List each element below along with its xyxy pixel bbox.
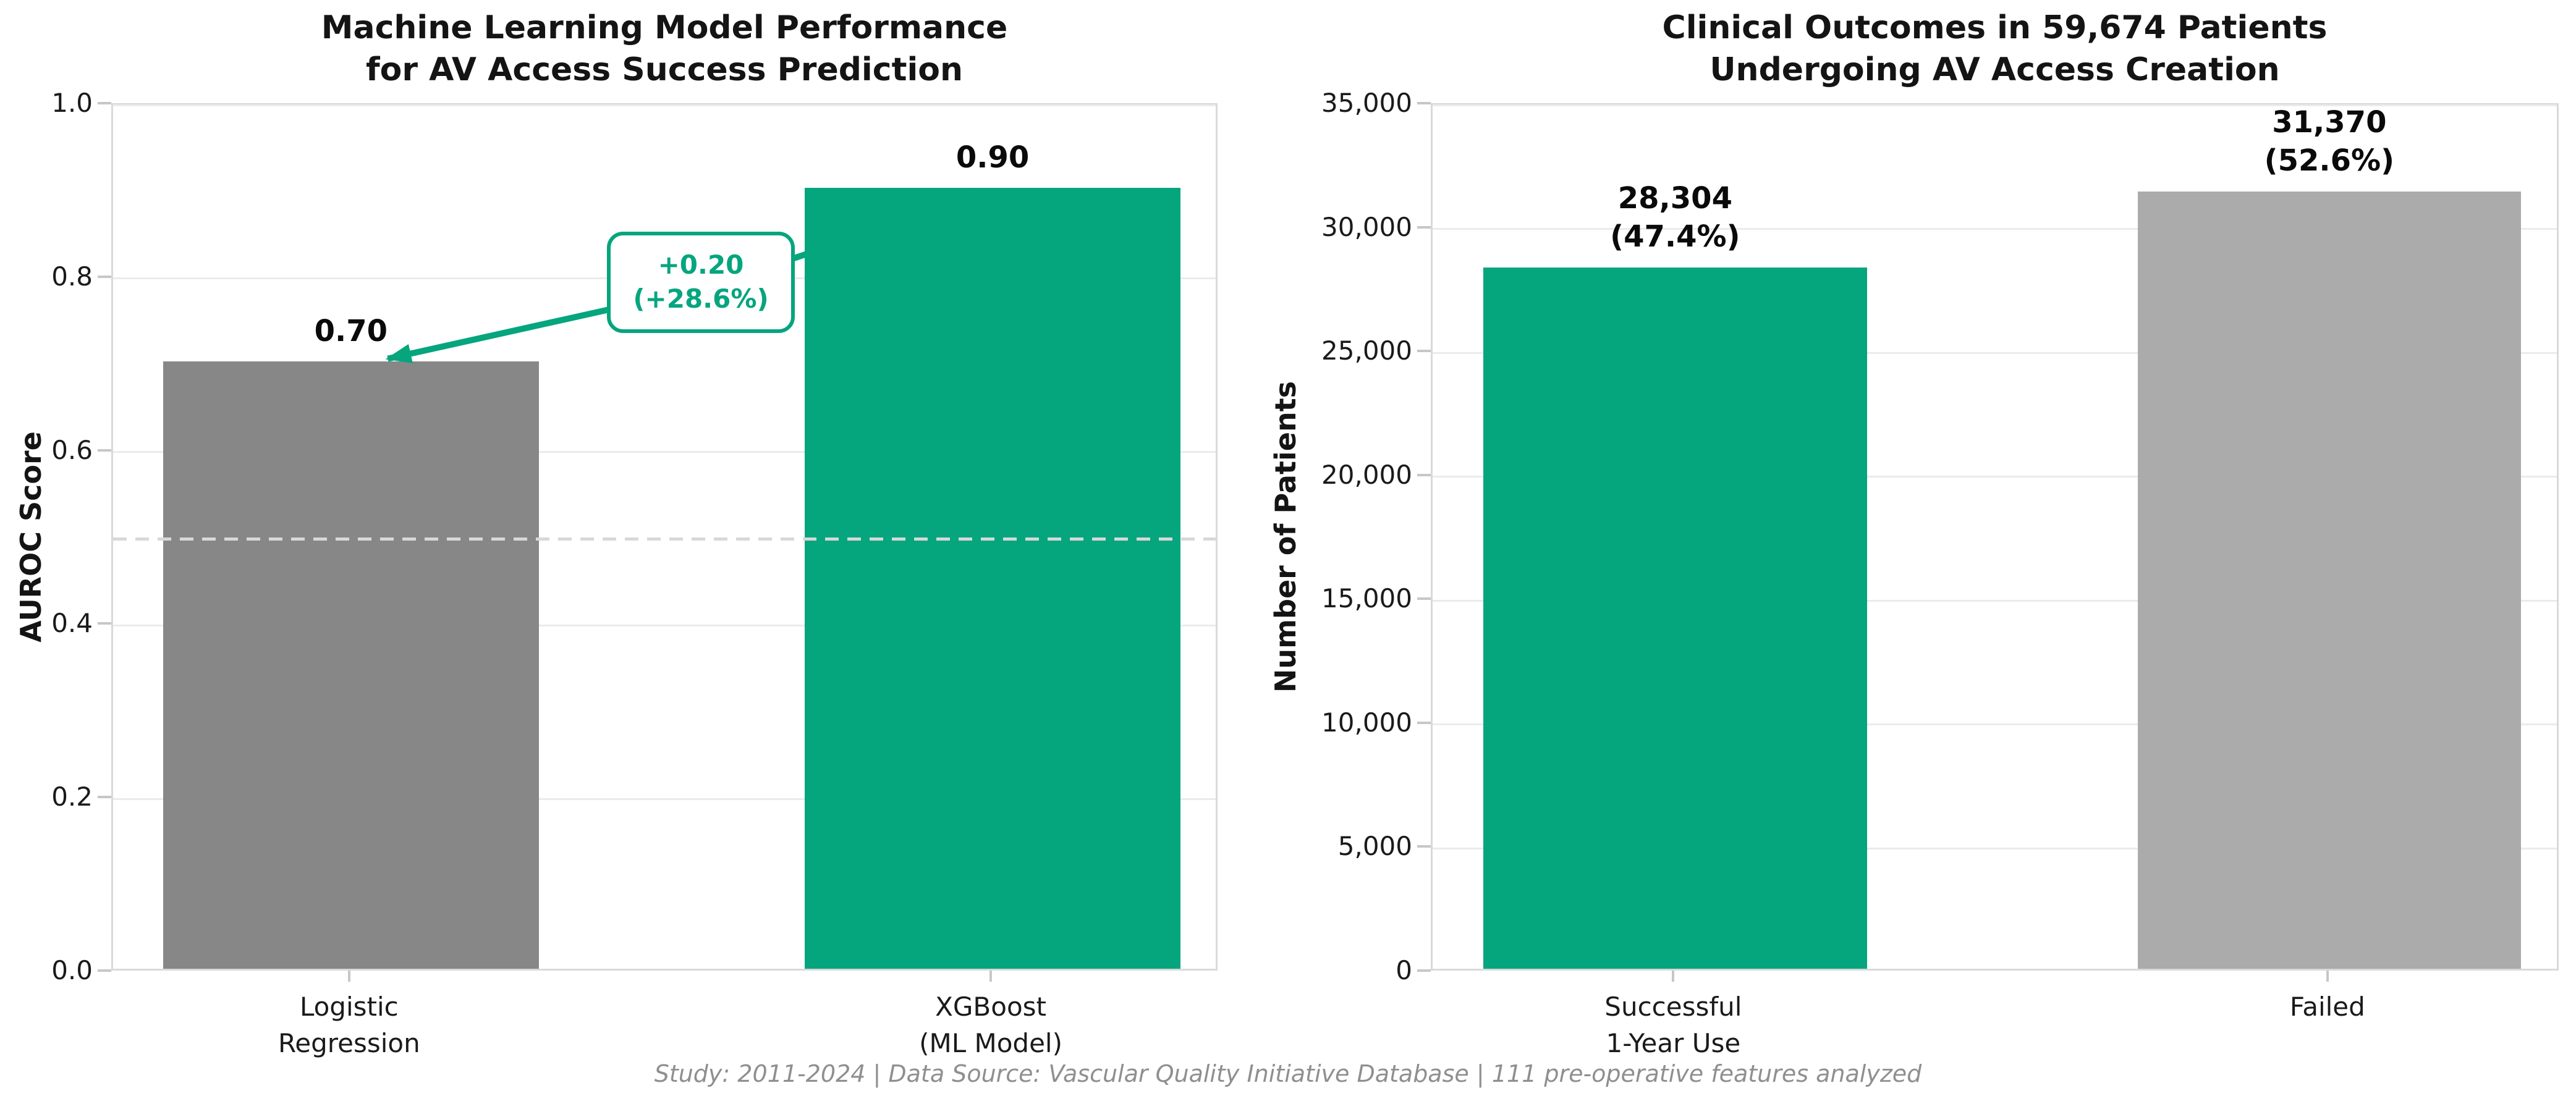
y-tick-mark <box>1417 473 1431 476</box>
y-tick-label: 35,000 <box>1321 88 1412 118</box>
y-tick-label: 20,000 <box>1321 459 1412 490</box>
x-tick-mark <box>2326 971 2329 982</box>
y-tick-label: 30,000 <box>1321 211 1412 242</box>
y-tick-mark <box>98 275 111 278</box>
left-plot-area: 0.70 0.90 +0.20 (+28.6%) <box>111 103 1218 971</box>
y-tick-mark <box>98 796 111 799</box>
bar-value-label: 0.70 <box>314 313 388 348</box>
y-tick-mark <box>98 622 111 625</box>
bar-value-label: 0.90 <box>955 140 1030 175</box>
reference-line <box>113 537 1216 541</box>
y-tick-mark <box>1417 350 1431 353</box>
y-tick-label: 0.8 <box>51 261 93 292</box>
gridline <box>1433 476 2557 478</box>
annotation-arrow <box>385 306 611 363</box>
y-tick-label: 0.6 <box>51 434 93 465</box>
y-tick-label: 1.0 <box>51 88 93 118</box>
y-tick-label: 0.2 <box>51 782 93 812</box>
gridline <box>113 624 1216 626</box>
x-tick-label: Successful 1-Year Use <box>1604 992 1742 1058</box>
y-tick-mark <box>1417 102 1431 104</box>
right-plot-area: 28,304 (47.4%) 31,370 (52.6%) <box>1431 103 2559 971</box>
bar <box>2137 191 2522 969</box>
y-tick-mark <box>1417 969 1431 972</box>
y-tick-mark <box>98 449 111 452</box>
y-tick-label: 15,000 <box>1321 583 1412 614</box>
right-chart-title: Clinical Outcomes in 59,674 Patients Und… <box>1662 9 2328 88</box>
annotation-callout: +0.20 (+28.6%) <box>607 232 795 333</box>
footer-note: Study: 2011-2024 | Data Source: Vascular… <box>654 1060 1922 1087</box>
gridline <box>1433 847 2557 849</box>
x-tick-label: XGBoost (ML Model) <box>919 992 1062 1058</box>
y-tick-mark <box>98 969 111 972</box>
y-tick-label: 0 <box>1396 955 1412 985</box>
annotation-arrow <box>781 188 996 265</box>
bar <box>804 188 1181 969</box>
x-tick-label: Logistic Regression <box>278 992 420 1058</box>
y-tick-mark <box>1417 721 1431 724</box>
gridline <box>1433 599 2557 602</box>
y-tick-label: 10,000 <box>1321 707 1412 738</box>
gridline <box>1433 104 2557 106</box>
y-tick-label: 25,000 <box>1321 335 1412 366</box>
gridline <box>1433 352 2557 354</box>
x-tick-label: Failed <box>2289 992 2365 1022</box>
x-tick-mark <box>989 971 993 982</box>
gridline <box>113 798 1216 800</box>
annotation-arrow-svg <box>385 188 996 363</box>
y-tick-label: 0.4 <box>51 608 93 639</box>
bar-value-label: 31,370 (52.6%) <box>2264 104 2395 179</box>
y-tick-mark <box>98 102 111 104</box>
y-tick-mark <box>1417 845 1431 848</box>
y-tick-mark <box>1417 597 1431 601</box>
bar <box>163 361 540 969</box>
y-tick-mark <box>1417 226 1431 229</box>
right-y-axis-label-text: Number of Patients <box>1269 381 1303 693</box>
gridline <box>113 451 1216 453</box>
y-tick-label: 0.0 <box>51 955 93 985</box>
y-tick-label: 5,000 <box>1337 831 1412 862</box>
gridline <box>113 104 1216 106</box>
gridline <box>1433 723 2557 726</box>
bar <box>1483 267 1867 969</box>
left-chart-title: Machine Learning Model Performance for A… <box>321 9 1008 88</box>
x-tick-mark <box>1672 971 1675 982</box>
x-tick-mark <box>347 971 350 982</box>
gridline <box>1433 228 2557 230</box>
bar-value-label: 28,304 (47.4%) <box>1610 180 1740 255</box>
